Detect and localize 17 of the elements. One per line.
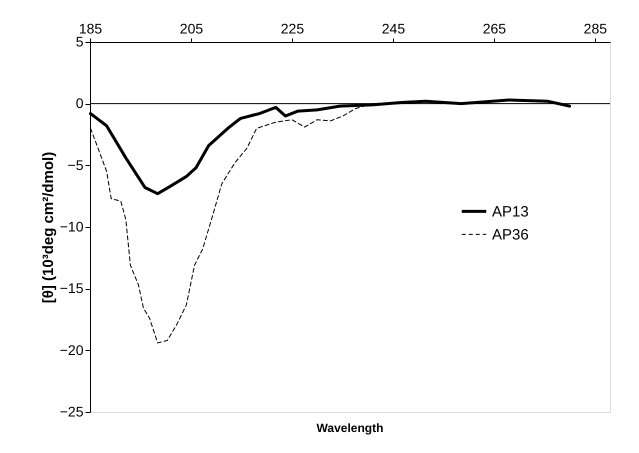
x-tick-label: 285 [584,20,608,36]
legend-label: AP36 [492,226,529,244]
y-tick-label: −25 [60,404,84,420]
legend-label: AP13 [492,203,529,220]
y-tick-label: −15 [60,280,84,296]
x-tick-label: 265 [482,20,506,36]
x-tick-label: 185 [78,20,102,36]
x-axis-title: Wavelength [316,421,384,435]
y-tick-label: −10 [60,218,84,234]
x-tick-label: 205 [180,20,204,36]
y-tick-label: −5 [68,156,84,173]
y-axis-title: [θ] (10³deg cm²/dmol) [40,152,57,304]
y-tick-label: 5 [76,34,84,50]
x-tick-label: 245 [382,20,406,36]
y-tick-label: −20 [60,342,84,358]
x-tick-label: 225 [280,20,304,36]
y-tick-label: 0 [76,95,84,112]
